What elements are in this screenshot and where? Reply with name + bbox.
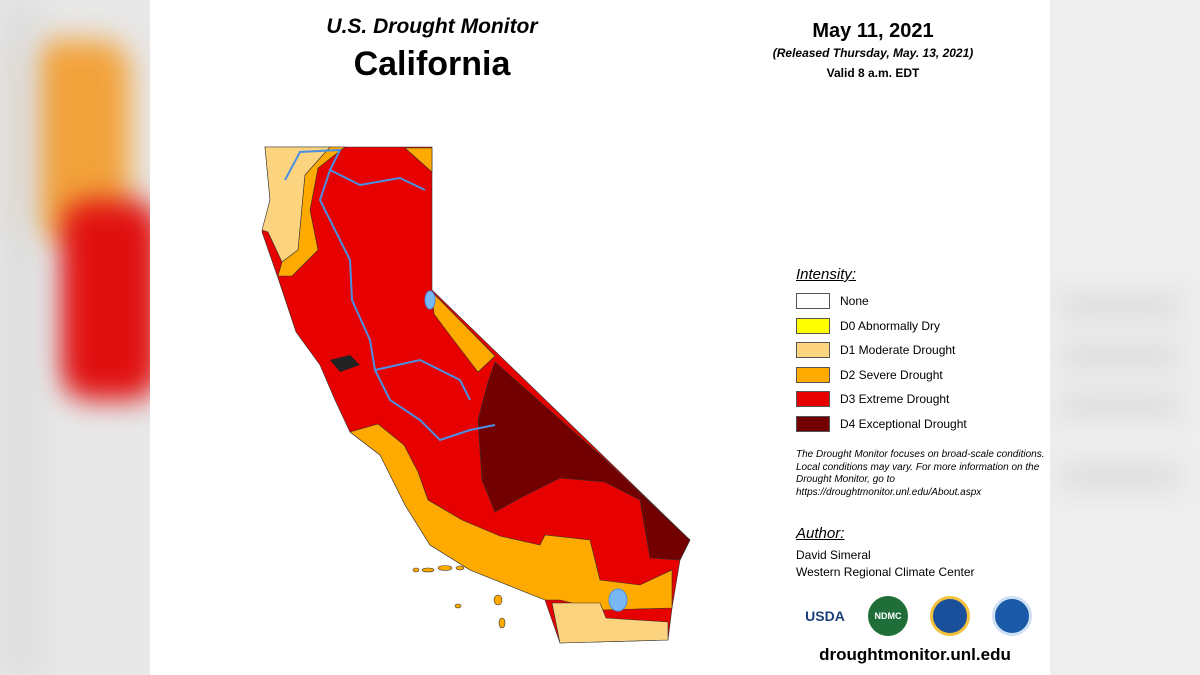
legend-item: D1 Moderate Drought [796, 341, 955, 359]
legend-item: D2 Severe Drought [796, 366, 943, 384]
logo-noaa [992, 596, 1032, 636]
valid-time: Valid 8 a.m. EDT [826, 66, 920, 80]
region-d2 [349, 423, 673, 611]
legend-swatch [796, 391, 830, 408]
author-title: Author: [796, 525, 845, 542]
river [329, 169, 426, 191]
rivers [284, 148, 496, 442]
blurred-background-right [1050, 0, 1200, 675]
lake-tahoe [424, 290, 436, 310]
author-name: David Simeral [796, 548, 871, 562]
legend-item: None [796, 292, 869, 310]
blurred-background-left [0, 0, 150, 675]
legend-label: D3 Extreme Drought [840, 392, 950, 407]
region-d4 [477, 361, 691, 561]
author-org: Western Regional Climate Center [796, 565, 975, 579]
legend-swatch [796, 293, 830, 309]
legend-swatch [796, 317, 830, 334]
islands [412, 565, 506, 629]
date: May 11, 2021 [812, 20, 934, 42]
subtitle: U.S. Drought Monitor [326, 15, 538, 38]
legend-item: D4 Exceptional Drought [796, 415, 967, 433]
region-d2 [404, 147, 433, 173]
region-d2 [431, 291, 496, 373]
legend-label: D0 Abnormally Dry [840, 318, 941, 333]
title: California [353, 45, 511, 83]
legend-title: Intensity: [796, 266, 857, 283]
logo-doc [930, 596, 970, 636]
footer-url: droughtmonitor.unl.edu [819, 645, 1011, 664]
legend-label: D1 Moderate Drought [840, 343, 956, 358]
legend-label: None [840, 294, 869, 308]
legend-label: D4 Exceptional Drought [840, 417, 967, 431]
region-d2 [277, 146, 346, 277]
river [284, 148, 496, 442]
legend-label: D2 Severe Drought [840, 367, 943, 382]
river [374, 358, 471, 401]
region-d1 [551, 602, 669, 644]
note: The Drought Monitor focuses on broad-sca… [796, 449, 1045, 498]
release-date: (Released Thursday, May. 13, 2021) [772, 46, 974, 60]
bay [330, 355, 360, 372]
salton-sea [608, 588, 628, 612]
legend-swatch [796, 366, 830, 383]
legend-item: D0 Abnormally Dry [796, 317, 940, 335]
legend-swatch [796, 416, 830, 432]
logo-ndmc: NDMC [868, 596, 908, 636]
legend-item: D3 Extreme Drought [796, 390, 949, 408]
legend-swatch [796, 342, 830, 359]
logo-usda: USDA [805, 596, 845, 636]
